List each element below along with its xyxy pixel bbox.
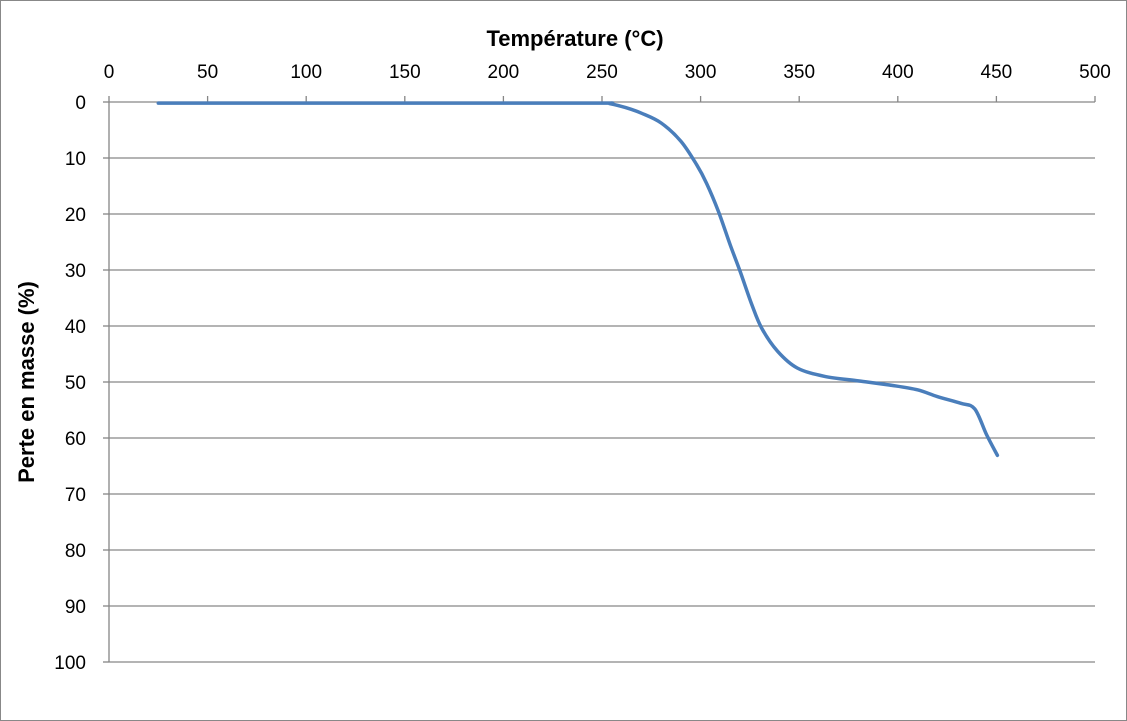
- y-tick-label: 40: [65, 317, 86, 338]
- y-tick-label: 90: [65, 597, 86, 618]
- x-tick-label: 0: [104, 62, 115, 83]
- y-tick-label: 0: [75, 93, 86, 114]
- x-tick-label: 50: [197, 62, 218, 83]
- x-tick-label: 450: [981, 62, 1013, 83]
- y-tick-label: 100: [54, 653, 86, 674]
- y-tick-label: 50: [65, 373, 86, 394]
- x-tick-label: 300: [685, 62, 717, 83]
- x-tick-label: 100: [290, 62, 322, 83]
- y-tick-labels: 0 10 20 30 40 50 60 70 80 90 100: [54, 93, 86, 674]
- x-tick-label: 200: [488, 62, 520, 83]
- x-tick-label: 350: [783, 62, 815, 83]
- y-tick-label: 20: [65, 205, 86, 226]
- x-axis-title: Température (°C): [486, 26, 663, 51]
- y-tick-label: 80: [65, 541, 86, 562]
- x-tick-label: 150: [389, 62, 421, 83]
- x-tick-label: 250: [586, 62, 618, 83]
- y-tick-label: 70: [65, 485, 86, 506]
- y-tick-label: 60: [65, 429, 86, 450]
- y-tick-label: 10: [65, 149, 86, 170]
- y-tick-label: 30: [65, 261, 86, 282]
- x-tick-label: 400: [882, 62, 914, 83]
- series-line: [156, 101, 1000, 458]
- x-tick-label: 500: [1079, 62, 1111, 83]
- x-tick-labels: 0 50 100 150 200 250 300 350 400 450 500: [104, 62, 1111, 83]
- gridlines: [109, 157, 1095, 663]
- y-axis-title: Perte en masse (%): [14, 281, 39, 483]
- axes: [103, 96, 1096, 663]
